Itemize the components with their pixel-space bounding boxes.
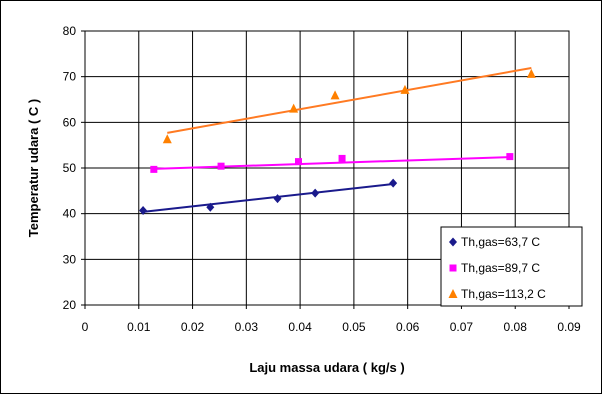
data-point (338, 154, 346, 162)
trendline (167, 67, 532, 134)
y-tick-label: 20 (63, 298, 77, 312)
trendline (142, 182, 394, 213)
data-point (311, 188, 320, 198)
y-axis-label: Temperatur udara ( C ) (26, 99, 41, 237)
legend: Th,gas=63,7 C Th,gas=89,7 C Th,gas=113,2 C (440, 226, 583, 307)
data-point (506, 153, 514, 161)
legend-items: Th,gas=63,7 C Th,gas=89,7 C Th,gas=113,2 C (448, 235, 546, 301)
y-tick-label: 60 (63, 115, 77, 129)
series-layer (139, 67, 536, 215)
data-point (139, 205, 148, 215)
tick-labels: 0 0.01 0.02 0.03 0.04 0.05 0.06 0.07 0.08 0.09 20 3… (63, 24, 581, 334)
y-tick-label: 30 (63, 252, 77, 266)
y-tick-label: 80 (63, 24, 77, 38)
legend-marker (449, 237, 457, 247)
x-tick-label: 0.07 (450, 320, 474, 334)
data-point (162, 134, 172, 144)
trendline (153, 156, 510, 170)
y-tick-label: 70 (63, 70, 77, 84)
series-3 (162, 67, 536, 144)
data-point (217, 162, 225, 170)
data-point (150, 165, 158, 173)
data-point (206, 202, 215, 212)
data-point (289, 103, 299, 113)
x-tick-label: 0.04 (288, 320, 312, 334)
legend-label: Th,gas=113,2 C (461, 287, 546, 301)
data-point (330, 90, 340, 100)
series-2 (150, 153, 514, 173)
data-point (400, 84, 410, 94)
data-point (273, 194, 282, 204)
legend-marker (448, 289, 458, 298)
x-tick-label: 0.06 (396, 320, 420, 334)
x-tick-label: 0.09 (557, 320, 581, 334)
legend-box (440, 226, 583, 307)
x-tick-label: 0.02 (181, 320, 205, 334)
series-1 (139, 178, 398, 215)
x-axis-label: Laju massa udara ( kg/s ) (249, 360, 404, 375)
y-tick-label: 50 (63, 161, 77, 175)
legend-label: Th,gas=89,7 C (461, 261, 540, 275)
x-tick-label: 0 (82, 320, 89, 334)
legend-label: Th,gas=63,7 C (461, 235, 540, 249)
data-point (389, 178, 398, 188)
y-tick-label: 40 (63, 207, 77, 221)
x-tick-label: 0.08 (504, 320, 528, 334)
x-tick-label: 0.05 (342, 320, 366, 334)
x-tick-label: 0.01 (127, 320, 151, 334)
data-point (294, 158, 302, 166)
legend-marker (449, 264, 457, 272)
data-point (526, 68, 536, 78)
x-tick-label: 0.03 (235, 320, 259, 334)
